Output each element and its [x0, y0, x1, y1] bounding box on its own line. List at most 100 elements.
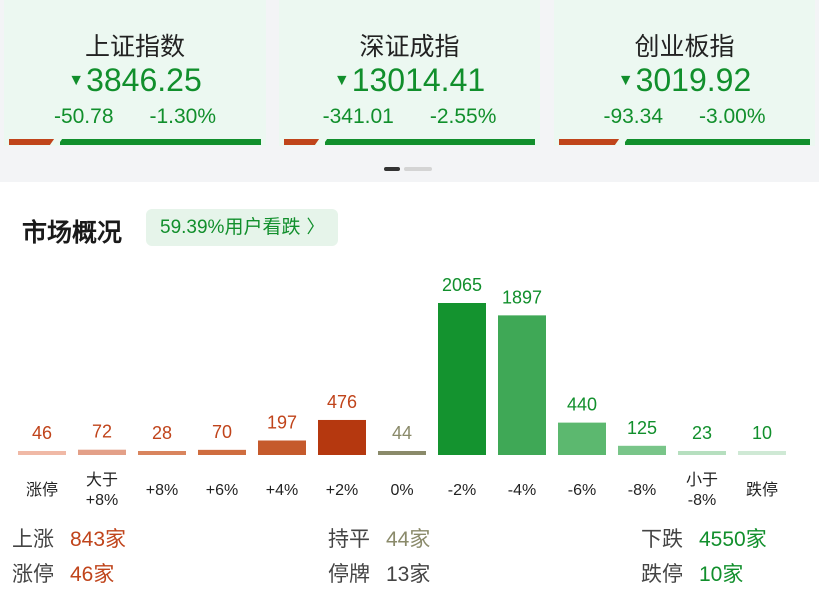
category-label-9: -6% [567, 482, 597, 499]
page-dot [404, 167, 432, 171]
bar-value-label-4: 197 [267, 412, 297, 432]
category-label-4: +4% [265, 482, 299, 499]
index-change-row: -50.78 -1.30% [4, 105, 266, 129]
sentiment-text: 59.39%用户看跌 [160, 217, 301, 238]
page-indicator[interactable] [384, 167, 434, 171]
market-overview-title: 市场概况 [22, 219, 123, 247]
index-name: 深证成指 [359, 33, 460, 61]
bar-value-label-10: 125 [627, 418, 657, 438]
bar-7 [438, 303, 486, 455]
bar-10 [618, 445, 666, 455]
category-label-8: -4% [507, 482, 537, 499]
index-change: -50.78 [53, 105, 114, 128]
up-share-bar [9, 139, 54, 145]
down-share-bar [625, 139, 810, 145]
stat-value: 44家 [386, 528, 431, 551]
bar-value-label-9: 440 [567, 395, 597, 415]
market-overview-panel: 市场概况 59.39%用户看跌〉 46 72 28 70 197 476 44 2065 189… [0, 196, 819, 607]
bar-value-label-12: 10 [752, 423, 772, 443]
category-label-10: -8% [627, 482, 657, 499]
up-share-bar [559, 139, 619, 145]
index-name: 上证指数 [84, 33, 185, 61]
category-label-0: 涨停 [25, 482, 58, 499]
index-value-row: ▼3846.25 [4, 62, 266, 99]
down-arrow-icon: ▼ [68, 72, 85, 89]
bar-value-label-5: 476 [327, 392, 357, 412]
down-share-bar [60, 139, 261, 145]
category-label-2: +8% [145, 482, 179, 499]
index-value: 13014.41 [351, 62, 486, 98]
category-label-3: +6% [205, 482, 239, 499]
index-value: 3846.25 [86, 62, 202, 98]
stat-up: 上涨 843家 [12, 523, 126, 553]
bar-3 [198, 449, 246, 455]
stat-flat: 持平 44家 [328, 523, 430, 553]
bar-12 [738, 451, 786, 455]
category-label-1: 大于 +8% [85, 472, 119, 509]
index-change-row: -93.34 -3.00% [554, 105, 815, 129]
stat-value: 4550家 [699, 528, 767, 551]
chevron-right-icon: 〉 [306, 217, 325, 237]
stat-value: 46家 [70, 563, 115, 586]
stat-value: 843家 [70, 528, 127, 551]
index-change: -341.01 [322, 105, 394, 128]
stat-limit-down: 跌停 10家 [641, 558, 743, 588]
stat-down: 下跌 4550家 [641, 523, 767, 553]
bar-9 [558, 422, 606, 455]
category-label-7: -2% [447, 482, 477, 499]
bar-value-label-6: 44 [392, 423, 412, 443]
bar-8 [498, 315, 546, 455]
bar-value-label-8: 1897 [502, 287, 542, 307]
up-down-distribution-chart: 46 72 28 70 197 476 44 2065 1897 440 125 23 10 [18, 275, 786, 455]
bar-1 [78, 449, 126, 455]
category-label-11: 小于 -8% [685, 472, 718, 509]
index-value-row: ▼3019.92 [554, 62, 815, 99]
index-value-row: ▼13014.41 [279, 62, 540, 99]
index-change-pct: -2.55% [429, 105, 497, 128]
bar-4 [258, 440, 306, 455]
down-share-bar [325, 139, 535, 145]
up-down-ratio-bar [9, 138, 261, 146]
stat-value: 10家 [699, 563, 744, 586]
down-arrow-icon: ▼ [617, 72, 634, 89]
category-label-6: 0% [390, 482, 414, 499]
index-change-pct: -1.30% [149, 105, 217, 128]
bar-5 [318, 419, 366, 455]
index-card-shenzhen[interactable]: 深证成指 ▼13014.41 -341.01 -2.55% [279, 0, 540, 146]
index-change-pct: -3.00% [699, 105, 766, 128]
category-label-5: +2% [325, 482, 359, 499]
bar-0 [18, 451, 66, 455]
bar-11 [678, 451, 726, 455]
bar-value-label-3: 70 [212, 422, 232, 442]
stat-limit-up: 涨停 46家 [12, 558, 114, 588]
index-name: 创业板指 [634, 33, 735, 61]
stat-suspended: 停牌 13家 [328, 558, 430, 588]
down-arrow-icon: ▼ [333, 72, 350, 89]
bar-value-label-1: 72 [92, 422, 112, 442]
stat-label: 跌停 [641, 563, 683, 586]
bar-value-label-11: 23 [692, 423, 712, 443]
stat-label: 涨停 [12, 563, 54, 586]
index-card-chinext[interactable]: 创业板指 ▼3019.92 -93.34 -3.00% [554, 0, 815, 146]
index-change-row: -341.01 -2.55% [279, 105, 540, 129]
index-card-shanghai[interactable]: 上证指数 ▼3846.25 -50.78 -1.30% [4, 0, 266, 146]
bar-2 [138, 451, 186, 455]
bar-value-label-0: 46 [32, 423, 52, 443]
up-down-ratio-bar [559, 138, 810, 146]
stat-label: 持平 [328, 528, 370, 551]
index-change: -93.34 [603, 105, 663, 128]
category-label-12: 跌停 [745, 482, 778, 499]
bar-value-label-2: 28 [152, 423, 172, 443]
user-sentiment-button[interactable]: 59.39%用户看跌〉 [146, 209, 339, 246]
up-share-bar [284, 139, 319, 145]
index-value: 3019.92 [635, 62, 752, 98]
index-cards-strip: 上证指数 ▼3846.25 -50.78 -1.30% 深证成指 ▼13014.… [0, 0, 819, 182]
page-dot-active [384, 167, 400, 171]
stat-label: 上涨 [12, 528, 54, 551]
bar-value-label-7: 2065 [442, 275, 482, 295]
up-down-ratio-bar [284, 138, 535, 146]
bar-6 [378, 451, 426, 455]
stat-value: 13家 [386, 563, 431, 586]
stat-label: 下跌 [641, 528, 683, 551]
stat-label: 停牌 [328, 563, 370, 586]
